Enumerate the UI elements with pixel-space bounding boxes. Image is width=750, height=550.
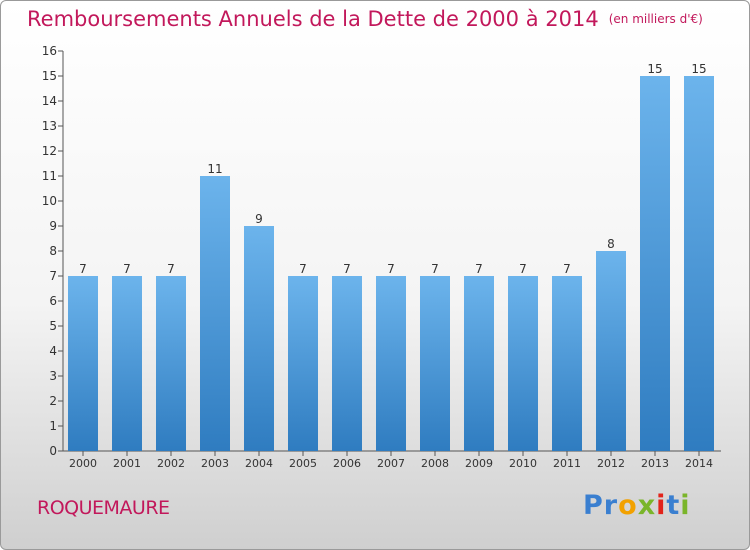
y-tick-label: 14 bbox=[42, 94, 57, 108]
y-tick-label: 5 bbox=[49, 319, 57, 333]
bar bbox=[508, 276, 538, 451]
y-tick-label: 12 bbox=[42, 144, 57, 158]
chart-title-text: Remboursements Annuels de la Dette de 20… bbox=[27, 7, 599, 31]
logo-letter: x bbox=[637, 490, 657, 521]
x-tick-label: 2008 bbox=[421, 457, 449, 470]
x-tick-label: 2009 bbox=[465, 457, 493, 470]
commune-name: ROQUEMAURE bbox=[37, 497, 170, 519]
y-tick-label: 4 bbox=[49, 344, 57, 358]
bar-value-label: 9 bbox=[255, 212, 263, 226]
x-tick-label: 2000 bbox=[69, 457, 97, 470]
bar-value-label: 11 bbox=[207, 162, 222, 176]
x-tick-label: 2012 bbox=[597, 457, 625, 470]
bar-value-label: 7 bbox=[387, 262, 395, 276]
x-tick-label: 2001 bbox=[113, 457, 141, 470]
bar-value-label: 7 bbox=[519, 262, 527, 276]
bar bbox=[376, 276, 406, 451]
bar-value-label: 7 bbox=[431, 262, 439, 276]
chart-title: Remboursements Annuels de la Dette de 20… bbox=[27, 7, 703, 31]
bar bbox=[332, 276, 362, 451]
y-tick-label: 11 bbox=[42, 169, 57, 183]
bar-value-label: 7 bbox=[123, 262, 131, 276]
bar bbox=[552, 276, 582, 451]
y-tick-label: 7 bbox=[49, 269, 57, 283]
x-tick-label: 2002 bbox=[157, 457, 185, 470]
logo-letter: r bbox=[603, 490, 619, 521]
bar bbox=[640, 76, 670, 451]
bar-value-label: 15 bbox=[691, 62, 706, 76]
bar bbox=[420, 276, 450, 451]
y-tick-label: 0 bbox=[49, 444, 57, 458]
logo-letter: P bbox=[583, 490, 604, 521]
x-tick-label: 2013 bbox=[641, 457, 669, 470]
logo-letter: i bbox=[656, 490, 667, 521]
bar bbox=[68, 276, 98, 451]
x-tick-label: 2014 bbox=[685, 457, 713, 470]
bar bbox=[200, 176, 230, 451]
y-tick-label: 3 bbox=[49, 369, 57, 383]
y-tick-label: 9 bbox=[49, 219, 57, 233]
y-tick-label: 6 bbox=[49, 294, 57, 308]
x-tick-label: 2007 bbox=[377, 457, 405, 470]
bar bbox=[288, 276, 318, 451]
bar bbox=[596, 251, 626, 451]
bar-value-label: 7 bbox=[299, 262, 307, 276]
bar-value-label: 8 bbox=[607, 237, 615, 251]
y-tick-label: 13 bbox=[42, 119, 57, 133]
x-tick-label: 2010 bbox=[509, 457, 537, 470]
bar bbox=[244, 226, 274, 451]
proxiti-logo: Proxiti bbox=[583, 490, 691, 521]
logo-letter: i bbox=[680, 490, 691, 521]
bar-value-label: 7 bbox=[563, 262, 571, 276]
y-tick-label: 15 bbox=[42, 69, 57, 83]
logo-letter: o bbox=[618, 490, 638, 521]
y-tick-label: 8 bbox=[49, 244, 57, 258]
chart-unit: (en milliers d'€) bbox=[608, 12, 703, 26]
bar-value-label: 7 bbox=[343, 262, 351, 276]
x-tick-label: 2006 bbox=[333, 457, 361, 470]
y-tick-label: 2 bbox=[49, 394, 57, 408]
y-tick-label: 1 bbox=[49, 419, 57, 433]
y-tick-label: 10 bbox=[42, 194, 57, 208]
bar-value-label: 15 bbox=[647, 62, 662, 76]
bar bbox=[156, 276, 186, 451]
x-tick-label: 2003 bbox=[201, 457, 229, 470]
logo-letter: t bbox=[666, 490, 681, 521]
bar-value-label: 7 bbox=[167, 262, 175, 276]
bar bbox=[464, 276, 494, 451]
bar-value-label: 7 bbox=[79, 262, 87, 276]
bar-value-label: 7 bbox=[475, 262, 483, 276]
y-tick-label: 16 bbox=[42, 44, 57, 58]
x-tick-label: 2005 bbox=[289, 457, 317, 470]
x-tick-label: 2011 bbox=[553, 457, 581, 470]
x-tick-label: 2004 bbox=[245, 457, 273, 470]
bar bbox=[112, 276, 142, 451]
bar bbox=[684, 76, 714, 451]
